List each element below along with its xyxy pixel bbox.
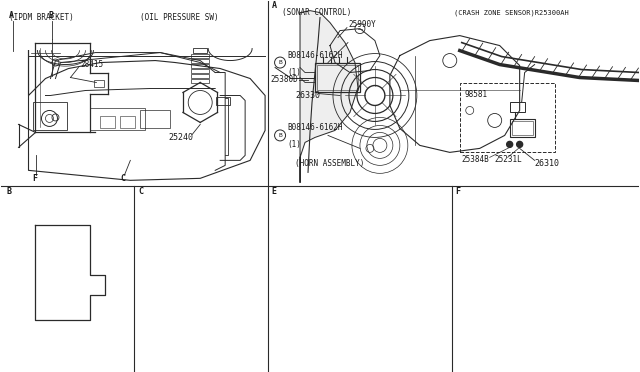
Text: F: F <box>455 187 460 196</box>
Text: E: E <box>271 187 276 196</box>
Text: 98581: 98581 <box>465 90 488 99</box>
Text: 26310: 26310 <box>534 159 559 168</box>
Bar <box>140 110 170 128</box>
Text: 25384B: 25384B <box>461 155 490 164</box>
Text: 25990Y: 25990Y <box>348 20 376 29</box>
Text: A: A <box>272 1 277 10</box>
Bar <box>315 62 360 93</box>
Text: (IPDM BRACKET): (IPDM BRACKET) <box>8 13 74 22</box>
Text: (1): (1) <box>287 140 301 150</box>
Text: B: B <box>278 133 282 138</box>
Text: C: C <box>138 187 143 196</box>
Bar <box>509 119 534 137</box>
Bar <box>191 64 209 68</box>
Text: C: C <box>120 174 125 183</box>
Bar <box>191 68 209 73</box>
Text: B08146-6162H: B08146-6162H <box>287 51 342 60</box>
Text: B: B <box>49 11 54 20</box>
Bar <box>460 83 555 153</box>
Bar <box>33 102 67 131</box>
Text: A: A <box>8 11 13 20</box>
Bar <box>90 109 145 131</box>
Polygon shape <box>300 11 358 182</box>
Bar <box>100 116 115 128</box>
Text: F: F <box>33 174 38 183</box>
Circle shape <box>516 141 523 147</box>
Bar <box>193 48 207 52</box>
Text: 25240: 25240 <box>168 133 193 142</box>
Text: 26330: 26330 <box>295 91 320 100</box>
Bar <box>94 80 104 87</box>
Text: B: B <box>278 60 282 65</box>
Bar <box>191 78 209 83</box>
Bar <box>191 58 209 62</box>
Text: (1): (1) <box>287 68 301 77</box>
Text: 28415: 28415 <box>81 60 104 69</box>
Bar <box>120 116 135 128</box>
Bar <box>191 54 209 58</box>
Bar <box>317 64 358 90</box>
Circle shape <box>507 141 513 147</box>
Text: 25231L: 25231L <box>495 155 522 164</box>
Text: (HORN ASSEMBLY): (HORN ASSEMBLY) <box>295 159 364 168</box>
Bar <box>509 102 525 112</box>
Text: B08146-6162H: B08146-6162H <box>287 124 342 132</box>
Bar <box>191 74 209 77</box>
Text: (SONAR CONTROL): (SONAR CONTROL) <box>282 8 351 17</box>
Text: (OIL PRESSURE SW): (OIL PRESSURE SW) <box>140 13 219 22</box>
Bar <box>216 97 230 106</box>
Text: B: B <box>6 187 12 196</box>
Text: (CRASH ZONE SENSOR)R25300AH: (CRASH ZONE SENSOR)R25300AH <box>454 9 568 16</box>
Text: 25380D: 25380D <box>270 75 298 84</box>
Bar <box>511 121 532 135</box>
